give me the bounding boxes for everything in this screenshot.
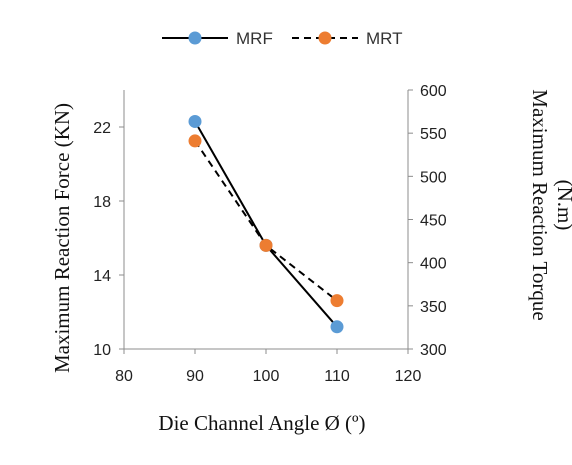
y2-tick-label: 350 (420, 299, 447, 316)
y2-axis-title-line1: Maximum Reaction Torque (528, 89, 552, 320)
legend-marker-mrt (318, 31, 332, 45)
y2-tick-label: 300 (420, 342, 447, 359)
y2-axis-title-line2: (N.m) (553, 180, 572, 231)
legend-marker-mrf (188, 31, 202, 45)
legend: MRF MRT (162, 29, 403, 48)
data-point-mrt (259, 238, 273, 252)
series-line-mrf (194, 120, 338, 328)
x-axis-title: Die Channel Angle Ø (º) (158, 411, 365, 435)
x-tick-label: 80 (115, 368, 133, 385)
data-point-mrf (188, 114, 202, 128)
y2-tick-label: 400 (420, 256, 447, 273)
y2-tick-label: 450 (420, 213, 447, 230)
y2-tick-label: 600 (420, 83, 447, 100)
y-tick-label: 22 (93, 120, 111, 137)
x-tick-label: 110 (324, 368, 350, 385)
legend-label-mrt: MRT (366, 29, 403, 48)
series-line-mrt (194, 140, 338, 302)
y-tick-label: 18 (93, 194, 111, 211)
x-tick-label: 100 (253, 368, 280, 385)
data-point-mrt (330, 294, 344, 308)
series-layer (188, 114, 344, 334)
y-tick-label: 14 (93, 268, 111, 285)
y-tick-label: 10 (93, 342, 111, 359)
axes: 80 90 100 110 120 10 14 18 22 300 350 400 450 500 550 6… (93, 83, 447, 385)
y2-tick-label: 500 (420, 169, 447, 186)
x-tick-label: 120 (395, 368, 422, 385)
y-axis-title: Maximum Reaction Force (KN) (50, 103, 74, 373)
legend-label-mrf: MRF (236, 29, 273, 48)
y2-tick-label: 550 (420, 126, 447, 143)
data-point-mrt (188, 134, 202, 148)
data-point-mrf (330, 320, 344, 334)
x-tick-label: 90 (186, 368, 204, 385)
